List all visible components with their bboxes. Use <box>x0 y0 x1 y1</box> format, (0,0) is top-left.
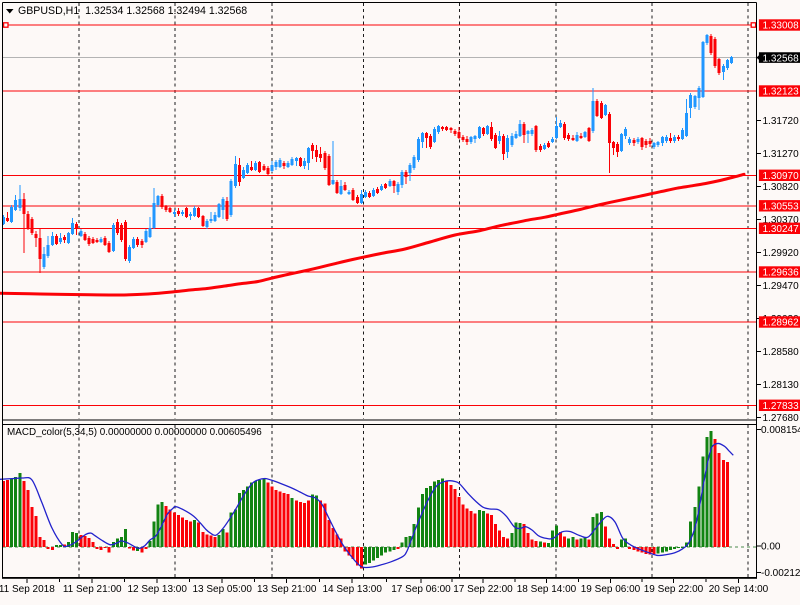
svg-text:18 Sep 14:00: 18 Sep 14:00 <box>517 584 577 595</box>
svg-text:1.28130: 1.28130 <box>763 380 800 391</box>
svg-text:0.00: 0.00 <box>761 542 781 553</box>
svg-text:19 Sep 22:00: 19 Sep 22:00 <box>644 584 704 595</box>
svg-text:1.29920: 1.29920 <box>763 248 800 259</box>
svg-text:11 Sep 2018: 11 Sep 2018 <box>0 584 55 595</box>
svg-text:20 Sep 14:00: 20 Sep 14:00 <box>709 584 769 595</box>
svg-text:1.30553: 1.30553 <box>763 201 800 212</box>
svg-text:0.0081546: 0.0081546 <box>761 425 800 436</box>
svg-text:19 Sep 06:00: 19 Sep 06:00 <box>581 584 641 595</box>
svg-text:1.30970: 1.30970 <box>763 171 800 182</box>
svg-text:17 Sep 22:00: 17 Sep 22:00 <box>453 584 513 595</box>
svg-text:1.29470: 1.29470 <box>763 281 800 292</box>
svg-text:1.30247: 1.30247 <box>763 224 800 235</box>
svg-text:1.32123: 1.32123 <box>763 87 800 98</box>
svg-text:14 Sep 13:00: 14 Sep 13:00 <box>322 584 382 595</box>
svg-text:13 Sep 21:00: 13 Sep 21:00 <box>257 584 317 595</box>
svg-text:1.31720: 1.31720 <box>763 116 800 127</box>
svg-text:1.32568: 1.32568 <box>763 54 800 65</box>
svg-text:MACD_color(5,34,5) 0.00000000: MACD_color(5,34,5) 0.00000000 0.00000000… <box>7 427 262 438</box>
svg-text:13 Sep 05:00: 13 Sep 05:00 <box>192 584 252 595</box>
svg-text:-0.0021200: -0.0021200 <box>761 568 800 579</box>
svg-text:1.33008: 1.33008 <box>763 21 800 32</box>
svg-text:1.30820: 1.30820 <box>763 182 800 193</box>
svg-text:12 Sep 13:00: 12 Sep 13:00 <box>127 584 187 595</box>
svg-text:1.28962: 1.28962 <box>763 318 800 329</box>
svg-text:1.30370: 1.30370 <box>763 215 800 226</box>
svg-text:1.27833: 1.27833 <box>763 401 800 412</box>
svg-text:1.31270: 1.31270 <box>763 149 800 160</box>
svg-text:1.27680: 1.27680 <box>763 413 800 424</box>
svg-text:17 Sep 06:00: 17 Sep 06:00 <box>391 584 451 595</box>
svg-text:1.29636: 1.29636 <box>763 268 800 279</box>
svg-text:1.28580: 1.28580 <box>763 347 800 358</box>
svg-text:11 Sep 21:00: 11 Sep 21:00 <box>63 584 122 595</box>
svg-text:GBPUSD,H1 1.32534 1.32568 1.3: GBPUSD,H1 1.32534 1.32568 1.32494 1.3256… <box>18 5 247 17</box>
